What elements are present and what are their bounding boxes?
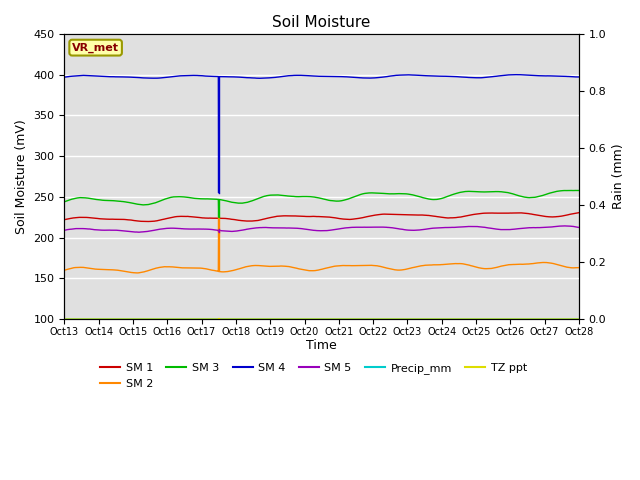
Text: VR_met: VR_met (72, 43, 119, 53)
X-axis label: Time: Time (307, 339, 337, 352)
Legend: SM 1, SM 2, SM 3, SM 4, SM 5, Precip_mm, TZ ppt: SM 1, SM 2, SM 3, SM 4, SM 5, Precip_mm,… (96, 359, 531, 393)
Y-axis label: Rain (mm): Rain (mm) (612, 144, 625, 209)
Title: Soil Moisture: Soil Moisture (273, 15, 371, 30)
Y-axis label: Soil Moisture (mV): Soil Moisture (mV) (15, 119, 28, 234)
